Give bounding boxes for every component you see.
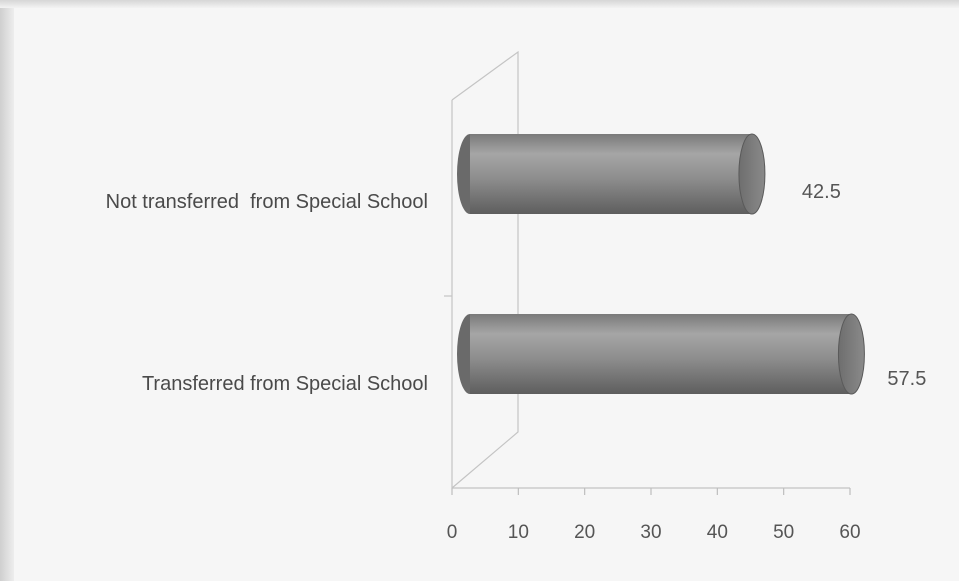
x-axis-ticks: 0 10 20 30 40 50 60	[447, 488, 861, 543]
bar-end-cap	[837, 313, 865, 395]
bar	[457, 313, 865, 395]
x-tick-label: 0	[447, 522, 458, 543]
scan-edge-top	[0, 0, 959, 8]
axis-frame	[444, 50, 850, 489]
category-labels: Not transferred from Special School Trans…	[106, 191, 428, 395]
x-tick-label: 50	[773, 522, 794, 543]
category-label: Transferred from Special School	[142, 373, 428, 395]
data-labels: 42.5 57.5	[802, 181, 926, 390]
bar-body	[470, 134, 752, 214]
category-label: Not transferred from Special School	[106, 191, 428, 213]
x-tick-label: 30	[640, 522, 661, 543]
bar-body	[470, 314, 852, 394]
bar-end-cap	[738, 133, 766, 215]
back-wall-edge	[451, 50, 519, 489]
scan-edge-left	[0, 0, 14, 581]
data-label: 42.5	[802, 181, 841, 203]
x-tick-label: 60	[839, 522, 860, 543]
x-tick-label: 40	[707, 522, 728, 543]
bar	[457, 133, 766, 215]
bars	[457, 133, 865, 395]
data-label: 57.5	[887, 368, 926, 390]
x-tick-label: 20	[574, 522, 595, 543]
x-tick-label: 10	[508, 522, 529, 543]
